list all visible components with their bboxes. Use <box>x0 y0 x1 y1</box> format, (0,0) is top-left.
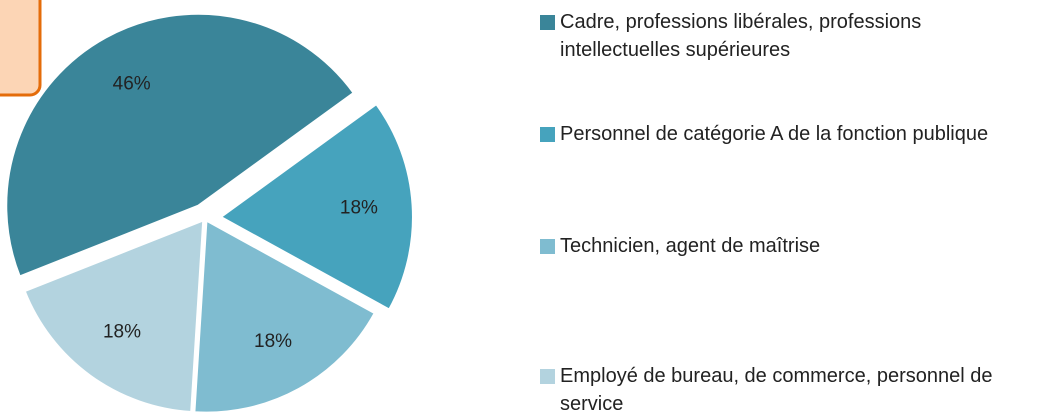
legend-swatch <box>540 127 555 142</box>
data-label: 46% <box>113 74 151 95</box>
pie-slice <box>219 102 414 311</box>
pie-slice <box>5 12 355 278</box>
data-label: 18% <box>340 197 378 218</box>
pie-slice <box>23 218 205 414</box>
legend-swatch <box>540 369 555 384</box>
legend-item: Employé de bureau, de commerce, personne… <box>540 362 1030 414</box>
legend-label: Employé de bureau, de commerce, personne… <box>560 365 993 414</box>
legend-swatch <box>540 15 555 30</box>
legend-label: Technicien, agent de maîtrise <box>560 235 821 257</box>
pie-slice <box>193 218 377 414</box>
legend-label: Personnel de catégorie A de la fonction … <box>560 123 989 145</box>
legend-item: Cadre, professions libérales, profession… <box>540 8 1030 64</box>
callout-box <box>0 0 42 97</box>
data-label: 18% <box>254 331 292 352</box>
legend-item: Technicien, agent de maîtrise <box>540 232 1030 260</box>
data-label: 18% <box>103 321 141 342</box>
legend-label: Cadre, professions libérales, profession… <box>560 11 922 61</box>
legend-item: Personnel de catégorie A de la fonction … <box>540 120 1030 148</box>
legend-swatch <box>540 239 555 254</box>
